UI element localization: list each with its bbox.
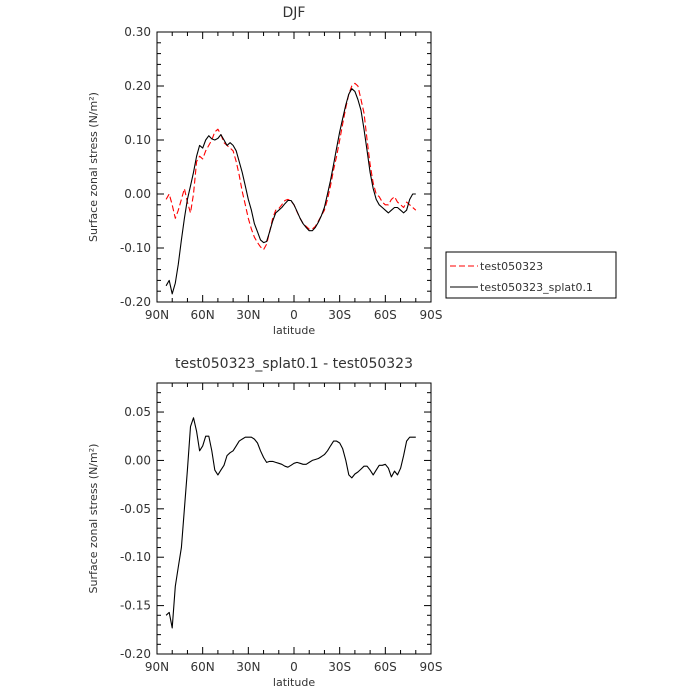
plot-frame (156, 31, 432, 303)
y-axis-label: Surface zonal stress (N/m²) (87, 444, 100, 594)
x-tick-label: 90S (420, 308, 443, 322)
x-tick-label: 0 (290, 660, 298, 674)
x-tick-label: 60S (374, 660, 397, 674)
x-tick-label: 30N (236, 308, 260, 322)
y-tick-label: -0.20 (120, 295, 151, 309)
x-tick-label: 90S (420, 660, 443, 674)
plot-frame (156, 382, 432, 655)
x-tick-label: 60S (374, 308, 397, 322)
x-tick-label: 60N (191, 308, 215, 322)
series-line-1 (165, 417, 416, 629)
y-tick-label: -0.10 (120, 550, 151, 564)
x-tick-label: 30S (328, 308, 351, 322)
y-tick-label: 0.20 (124, 79, 151, 93)
legend-label-2: test050323_splat0.1 (480, 281, 593, 294)
x-axis-label: latitude (273, 676, 315, 689)
x-tick-label: 30N (236, 660, 260, 674)
series-line-2 (165, 88, 416, 295)
chart-panel-2: test050323_splat0.1 - test050323 90N 60N 30… (87, 356, 442, 689)
y-tick-label: 0.00 (124, 453, 151, 467)
y-tick-label: -0.15 (120, 599, 151, 613)
series-line-1 (165, 82, 417, 251)
legend: test050323 test050323_splat0.1 (445, 251, 617, 299)
legend-label-1: test050323 (480, 260, 543, 273)
x-tick-label: 30S (328, 660, 351, 674)
x-tick-label: 0 (290, 308, 298, 322)
y-tick-label: 0.10 (124, 133, 151, 147)
x-axis-label: latitude (273, 324, 315, 337)
y-axis-label: Surface zonal stress (N/m²) (87, 92, 100, 242)
x-tick-label: 60N (191, 660, 215, 674)
y-tick-label: -0.10 (120, 241, 151, 255)
y-tick-label: -0.05 (120, 502, 151, 516)
y-tick-label: 0.00 (124, 187, 151, 201)
chart-panel-1: DJF 90N 60N 30N 0 30S 60S 90S -0.20 -0.10 0.00 0.10… (87, 5, 442, 337)
x-tick-label: 90N (145, 660, 169, 674)
chart-title: test050323_splat0.1 - test050323 (175, 356, 413, 372)
y-tick-label: 0.30 (124, 25, 151, 39)
y-tick-label: 0.05 (124, 405, 151, 419)
chart-title: DJF (283, 5, 306, 21)
x-tick-label: 90N (145, 308, 169, 322)
legend-box (445, 251, 617, 299)
y-tick-label: -0.20 (120, 647, 151, 661)
